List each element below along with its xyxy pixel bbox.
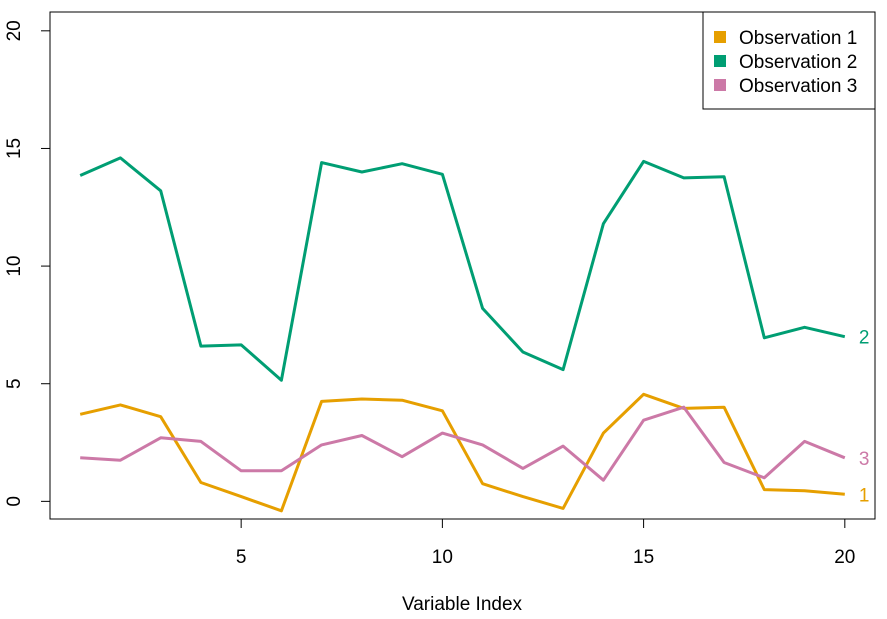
y-tick-label: 5 (4, 378, 25, 389)
legend: Observation 1 Observation 2 Observation 3 (702, 11, 876, 110)
series-layer (79, 156, 846, 513)
x-axis-label: Variable Index (402, 594, 523, 615)
legend-label-1: Observation 1 (739, 28, 857, 49)
y-tick-label: 20 (4, 20, 25, 41)
y-axis: 0 5 10 15 20 (4, 20, 50, 507)
series-line-observation-3 (80, 405, 846, 482)
x-tick-label: 20 (834, 547, 855, 568)
x-tick-label: 5 (236, 547, 247, 568)
legend-label-3: Observation 3 (739, 76, 857, 97)
legend-box (702, 11, 876, 110)
legend-swatch-1 (714, 31, 726, 43)
plot-frame (49, 11, 876, 520)
series-end-labels: 1 2 3 (859, 328, 870, 507)
series-end-label-3: 3 (859, 449, 870, 470)
x-tick-label: 15 (633, 547, 654, 568)
y-tick-label: 10 (4, 256, 25, 277)
y-tick-label: 0 (4, 496, 25, 507)
legend-label-2: Observation 2 (739, 52, 857, 73)
series-line-observation-2 (79, 156, 846, 382)
series-end-label-1: 1 (859, 485, 870, 506)
x-tick-label: 10 (432, 547, 453, 568)
legend-swatch-3 (714, 79, 726, 91)
legend-swatch-2 (714, 55, 726, 67)
series-line-observation-1 (79, 392, 845, 513)
y-tick-label: 15 (4, 138, 25, 159)
x-axis: 5 10 15 20 (236, 519, 855, 568)
series-end-label-2: 2 (859, 328, 870, 349)
